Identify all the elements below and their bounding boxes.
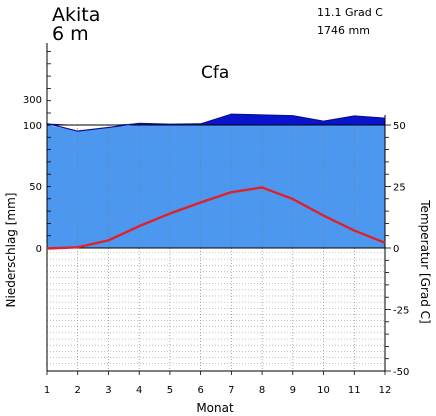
x-tick-label: 12 xyxy=(379,385,392,396)
x-tick-label: 7 xyxy=(228,385,234,396)
mean-temperature: 11.1 Grad C xyxy=(317,6,383,19)
right-tick-label: -50 xyxy=(393,367,409,378)
x-axis-title: Monat xyxy=(196,401,234,415)
left-tick-label: 300 xyxy=(23,95,42,106)
left-tick-label: 50 xyxy=(29,182,42,193)
left-tick-label: 0 xyxy=(36,244,42,255)
temperature-line xyxy=(46,186,386,250)
x-tick-label: 1 xyxy=(44,385,50,396)
x-tick-label: 11 xyxy=(348,385,361,396)
precip-line xyxy=(46,113,386,132)
right-tick-label: 25 xyxy=(393,183,406,194)
x-tick-label: 4 xyxy=(136,385,142,396)
right-tick-label: -25 xyxy=(393,306,409,317)
right-tick-label: 0 xyxy=(393,244,399,255)
x-tick-label: 2 xyxy=(75,385,81,396)
x-tick-label: 3 xyxy=(105,385,111,396)
x-tick-label: 9 xyxy=(290,385,296,396)
left-axis-title: Niederschlag [mm] xyxy=(4,193,18,308)
x-tick-label: 5 xyxy=(167,385,173,396)
station-name: Akita xyxy=(52,4,100,26)
climate-class: Cfa xyxy=(201,63,229,83)
x-tick-label: 8 xyxy=(259,385,265,396)
left-tick-label: 100 xyxy=(23,121,42,132)
x-tick-label: 10 xyxy=(317,385,330,396)
annual-precipitation: 1746 mm xyxy=(317,24,370,37)
right-axis-title: Temperatur [Grad C] xyxy=(418,199,432,323)
station-elevation: 6 m xyxy=(52,23,89,45)
right-tick-label: 50 xyxy=(393,121,406,132)
x-tick-label: 6 xyxy=(197,385,203,396)
precip-area-below-100 xyxy=(47,125,385,248)
